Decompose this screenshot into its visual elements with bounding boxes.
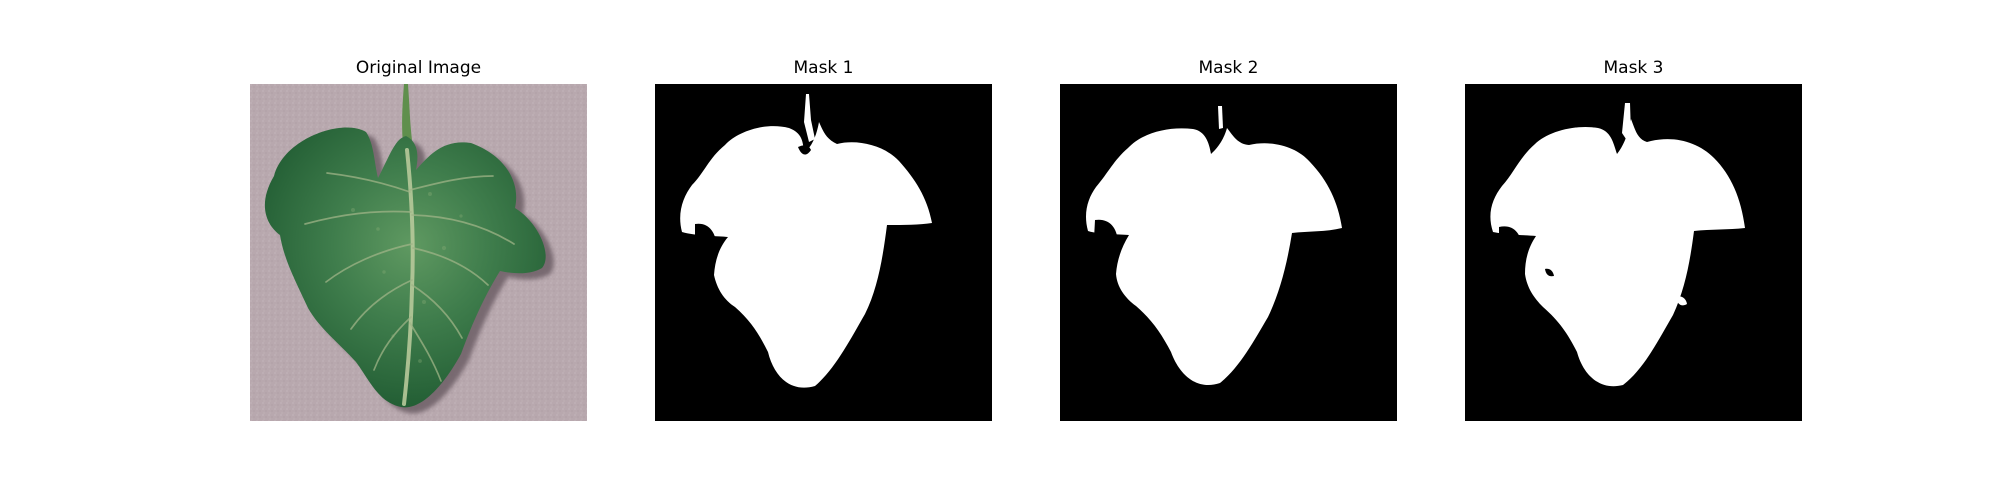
mask-1-panel: Mask 1: [655, 56, 992, 423]
leaf-texture: [351, 192, 463, 363]
mask-1-left-cutout: [695, 223, 717, 248]
mask-3-stem-fragment: [1622, 103, 1631, 139]
leaf-midrib: [402, 148, 415, 406]
original-image: [250, 84, 587, 421]
mask-1-image: [655, 84, 992, 421]
mask-1-hole: [798, 145, 811, 155]
original-image-panel: Original Image: [250, 56, 587, 423]
mask-3-image: [1465, 84, 1802, 421]
mask-2-title: Mask 2: [1198, 58, 1259, 78]
mask-2-left-notch: [1094, 219, 1118, 242]
mask-3-panel: Mask 3: [1465, 56, 1802, 423]
mask-3-right-speck: [1676, 296, 1687, 306]
original-image-title: Original Image: [355, 58, 482, 78]
leaf-veins: [304, 172, 515, 382]
mask-3-leaf-region: [1490, 119, 1745, 387]
mask-2-image: [1060, 84, 1397, 421]
mask-1-stem-fragment: [804, 94, 815, 142]
mask-3-title: Mask 3: [1603, 58, 1664, 78]
mask-1-leaf-region: [680, 122, 932, 388]
mask-3-left-notch: [1499, 226, 1523, 250]
mask-2-stem-fragment: [1218, 106, 1223, 129]
mask-2-panel: Mask 2: [1060, 56, 1397, 423]
leaf-body: [264, 127, 546, 408]
mask-2-leaf-region: [1085, 128, 1342, 386]
mask-1-title: Mask 1: [793, 58, 854, 78]
mask-3-inner-gap: [1545, 268, 1554, 277]
